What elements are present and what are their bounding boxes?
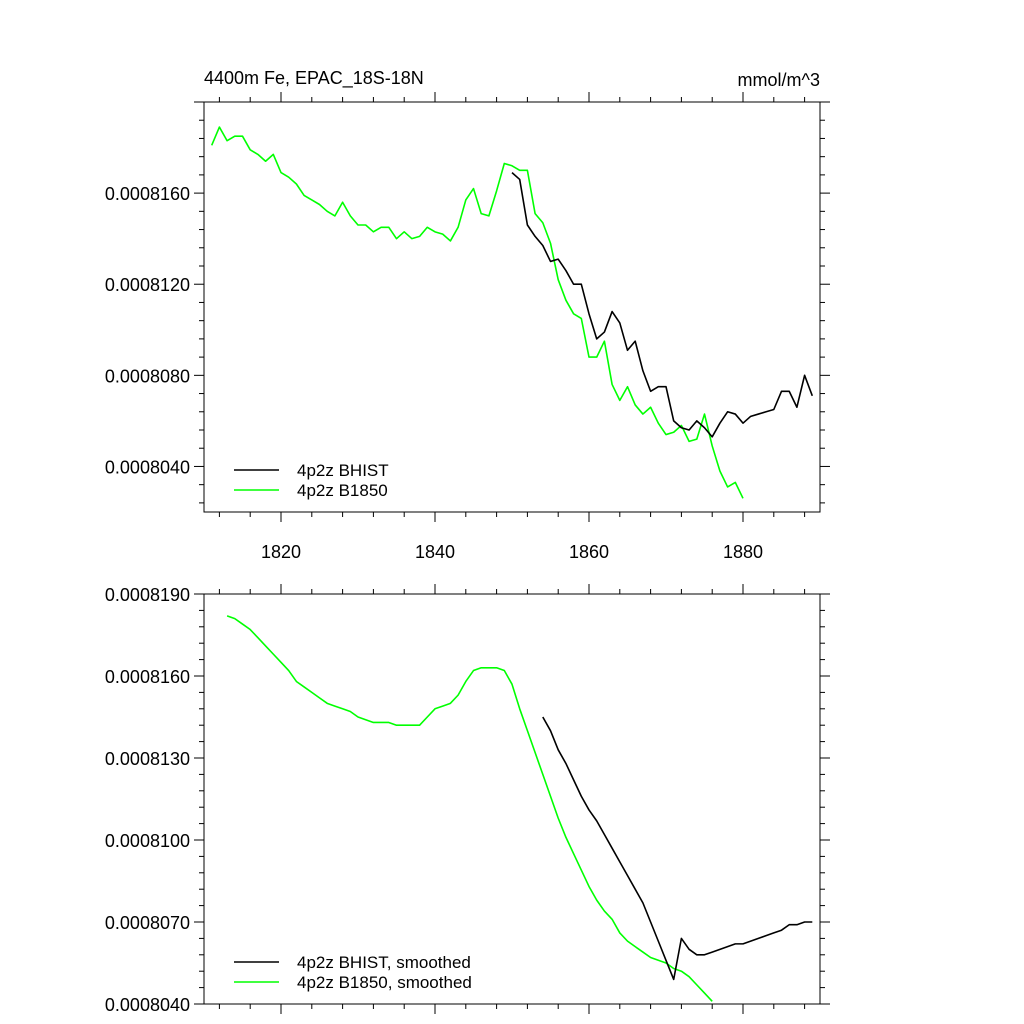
bottom-y-tick-label: 0.0008160 [105,667,190,687]
top-x-tick-label: 1840 [415,542,455,562]
top-x-tick-label: 1820 [261,542,301,562]
bottom-panel: 0.0008040 0.0008070 0.0008100 0.0008130 0.00… [105,584,830,1015]
top-title-left: 4400m Fe, EPAC_18S-18N [204,68,424,89]
bottom-plot-frame [203,593,821,1005]
bottom-ticks: 0.0008040 0.0008070 0.0008100 0.0008130 0.00… [105,584,830,1015]
bottom-series-line-bhist [542,716,813,981]
top-series-line-b1850 [210,126,744,499]
bottom-y-tick-label: 0.0008070 [105,913,190,933]
bottom-y-tick-label: 0.0008130 [105,749,190,769]
bottom-legend-label-bhist: 4p2z BHIST, smoothed [297,953,471,972]
top-legend-label-b1850: 4p2z B1850 [297,481,388,500]
top-y-tick-label: 0.0008160 [105,184,190,204]
top-title-right: mmol/m^3 [738,70,820,90]
bottom-y-tick-label: 0.0008040 [105,995,190,1015]
bottom-y-tick-label: 0.0008190 [105,585,190,605]
top-legend: 4p2z BHIST 4p2z B1850 [234,461,389,500]
bottom-legend: 4p2z BHIST, smoothed 4p2z B1850, smoothe… [234,953,472,992]
top-series-line-bhist [511,172,814,438]
top-y-tick-label: 0.0008040 [105,457,190,477]
bottom-series-layer [226,615,813,1002]
top-series-layer [210,126,814,499]
top-legend-label-bhist: 4p2z BHIST [297,461,389,480]
top-panel: 4400m Fe, EPAC_18S-18N mmol/m^3 1820 1840… [105,68,830,562]
top-ticks: 1820 1840 1860 1880 0.0008040 0.0008080 0.0008… [105,92,830,562]
top-plot-frame [203,101,821,513]
top-x-tick-label: 1860 [569,542,609,562]
bottom-legend-label-b1850: 4p2z B1850, smoothed [297,973,472,992]
bottom-y-tick-label: 0.0008100 [105,831,190,851]
bottom-series-line-b1850 [226,615,713,1002]
top-y-tick-label: 0.0008080 [105,366,190,386]
top-x-tick-label: 1880 [723,542,763,562]
top-y-tick-label: 0.0008120 [105,275,190,295]
